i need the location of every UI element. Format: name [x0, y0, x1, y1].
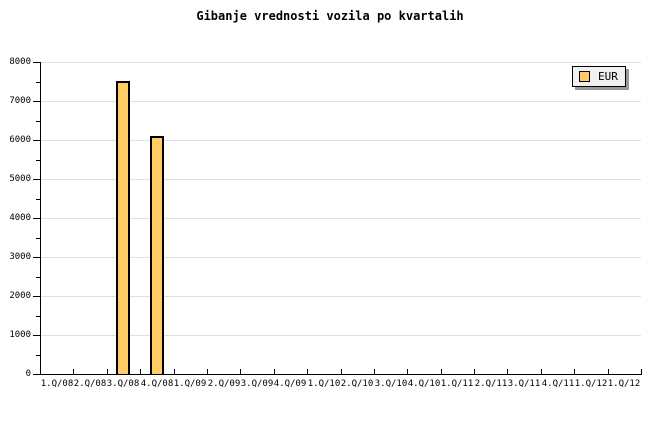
- x-axis-tick: [641, 369, 642, 374]
- y-gridline: [41, 218, 641, 219]
- y-axis-tick-label: 0: [25, 369, 31, 379]
- x-axis-tick-label: 3.Q/10: [374, 379, 408, 389]
- y-axis-tick-label: 1000: [9, 330, 31, 340]
- x-axis-tick-label: 2.Q/10: [340, 379, 374, 389]
- y-axis-tick-label: 5000: [9, 174, 31, 184]
- x-axis-tick-label: 3.Q/09: [240, 379, 274, 389]
- y-gridline: [41, 140, 641, 141]
- legend-label: EUR: [598, 70, 618, 83]
- bar-3.Q/08: [116, 81, 130, 374]
- x-axis-tick-label: 4.Q/08: [140, 379, 174, 389]
- x-axis-tick-label: 3.Q/08: [106, 379, 140, 389]
- x-axis-tick-label: 1.Q/08: [40, 379, 74, 389]
- x-axis-tick-label: 1.Q/10: [307, 379, 341, 389]
- x-axis-tick: [140, 369, 141, 374]
- x-axis-tick: [207, 369, 208, 374]
- chart-title: Gibanje vrednosti vozila po kvartalih: [196, 9, 464, 23]
- x-axis-tick-label: 3.Q/11: [507, 379, 541, 389]
- y-gridline: [41, 101, 641, 102]
- x-axis-tick: [73, 369, 74, 374]
- x-axis-tick-label: 1.Q/12: [607, 379, 641, 389]
- x-axis-tick-label: 4.Q/11: [541, 379, 575, 389]
- y-gridline: [41, 335, 641, 336]
- x-axis-tick-label: 4.Q/10: [407, 379, 441, 389]
- x-axis-tick-label: 1.Q/11: [440, 379, 474, 389]
- y-gridline: [41, 257, 641, 258]
- y-major-tick: [33, 335, 40, 336]
- y-axis-tick-label: 7000: [9, 96, 31, 106]
- x-axis-tick: [474, 369, 475, 374]
- x-axis-tick: [441, 369, 442, 374]
- y-minor-tick: [36, 82, 40, 83]
- y-gridline: [41, 62, 641, 63]
- x-axis-tick: [107, 369, 108, 374]
- legend-swatch-icon: [579, 71, 590, 82]
- y-major-tick: [33, 218, 40, 219]
- x-axis-tick: [174, 369, 175, 374]
- x-axis-tick: [507, 369, 508, 374]
- x-axis-tick: [40, 369, 41, 374]
- y-major-tick: [33, 179, 40, 180]
- x-axis-tick: [341, 369, 342, 374]
- y-major-tick: [33, 140, 40, 141]
- x-axis-tick-label: 2.Q/09: [207, 379, 241, 389]
- y-axis-tick-label: 8000: [9, 57, 31, 67]
- y-axis-tick-label: 2000: [9, 291, 31, 301]
- y-major-tick: [33, 296, 40, 297]
- bar-4.Q/08: [150, 136, 164, 374]
- y-major-tick: [33, 257, 40, 258]
- x-axis-tick-label: 4.Q/09: [273, 379, 307, 389]
- y-minor-tick: [36, 316, 40, 317]
- y-minor-tick: [36, 277, 40, 278]
- x-axis-tick-label: 1.Q/09: [173, 379, 207, 389]
- y-major-tick: [33, 374, 40, 375]
- x-axis-tick: [608, 369, 609, 374]
- y-axis-tick-label: 4000: [9, 213, 31, 223]
- x-axis-tick-label: 2.Q/11: [474, 379, 508, 389]
- y-major-tick: [33, 101, 40, 102]
- x-axis-tick: [240, 369, 241, 374]
- legend: EUR: [572, 66, 626, 87]
- y-minor-tick: [36, 199, 40, 200]
- y-gridline: [41, 296, 641, 297]
- x-axis-tick: [374, 369, 375, 374]
- x-axis-tick-label: 1.Q/12: [574, 379, 608, 389]
- x-axis-line: [40, 374, 642, 375]
- y-minor-tick: [36, 355, 40, 356]
- x-axis-tick: [307, 369, 308, 374]
- y-axis-line: [40, 62, 41, 375]
- x-axis-tick-label: 2.Q/08: [73, 379, 107, 389]
- y-minor-tick: [36, 238, 40, 239]
- x-axis-tick: [407, 369, 408, 374]
- y-axis-tick-label: 6000: [9, 135, 31, 145]
- y-minor-tick: [36, 121, 40, 122]
- y-minor-tick: [36, 160, 40, 161]
- x-axis-tick: [274, 369, 275, 374]
- x-axis-tick: [541, 369, 542, 374]
- y-axis-tick-label: 3000: [9, 252, 31, 262]
- y-gridline: [41, 179, 641, 180]
- y-major-tick: [33, 62, 40, 63]
- x-axis-tick: [574, 369, 575, 374]
